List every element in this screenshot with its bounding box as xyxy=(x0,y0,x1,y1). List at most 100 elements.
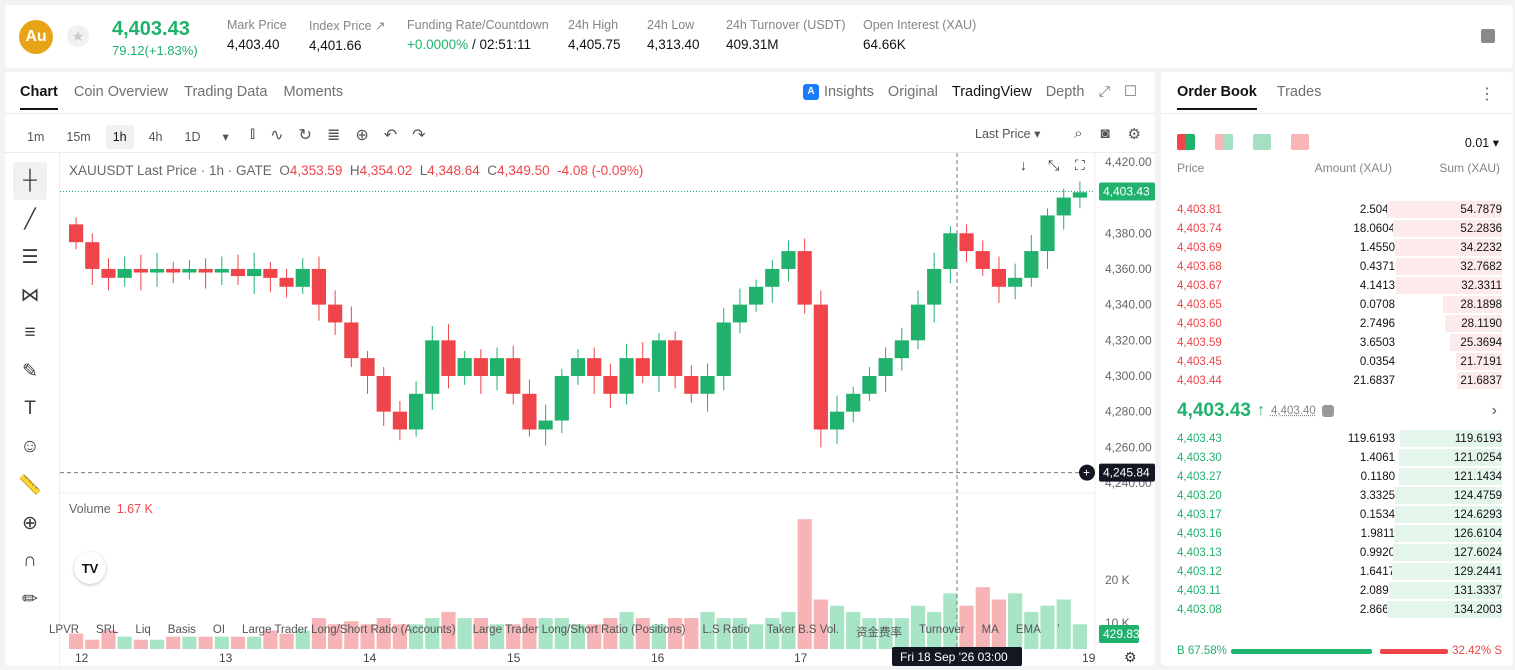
indicator-9[interactable]: 资金费率 xyxy=(855,627,902,639)
indicator-11[interactable]: MA xyxy=(981,624,999,636)
gear-icon[interactable]: ⚙ xyxy=(1127,126,1141,143)
price-axis-label: 4,280.00 xyxy=(1105,405,1152,419)
chevron-down-icon[interactable]: ▾ xyxy=(222,130,229,144)
camera-icon[interactable]: ◙ xyxy=(1100,125,1110,142)
ask-row[interactable]: 4,403.69 1.4550 34.2232 xyxy=(1177,238,1502,257)
fib-icon[interactable]: ≡ xyxy=(24,322,36,343)
bid-row[interactable]: 4,403.08 2.8666 134.2003 xyxy=(1177,600,1502,619)
indicator-6[interactable]: Large Trader Long/Short Ratio (Positions… xyxy=(472,624,686,636)
candles-icon[interactable]: ⫾ xyxy=(250,125,256,142)
replay-icon[interactable]: ↻ xyxy=(298,127,312,144)
indicators-icon[interactable]: ∿ xyxy=(270,127,284,144)
magnet-icon[interactable]: ∩ xyxy=(23,550,37,571)
indicator-0[interactable]: LPVR xyxy=(49,624,80,636)
bid-row[interactable]: 4,403.20 3.3325 124.4759 xyxy=(1177,486,1502,505)
ask-price: 4,403.45 xyxy=(1177,355,1222,368)
ask-row[interactable]: 4,403.44 21.6837 21.6837 xyxy=(1177,371,1502,390)
tab-moments[interactable]: Moments xyxy=(283,84,344,100)
timeframe-1h[interactable]: 1h xyxy=(105,124,134,149)
ask-row[interactable]: 4,403.60 2.7496 28.1190 xyxy=(1177,314,1502,333)
indicator-12[interactable]: EMA xyxy=(1015,624,1041,636)
indicator-2[interactable]: Liq xyxy=(135,624,151,636)
timeframe-15m[interactable]: 15m xyxy=(66,129,91,144)
candle-body xyxy=(943,233,958,269)
stat-index-price[interactable]: Index Price ↗ 4,401.66 xyxy=(309,19,386,53)
expand-icon[interactable]: ⤢ xyxy=(1098,84,1110,100)
tab-chart[interactable]: Chart xyxy=(20,84,58,110)
chart-right-tools: ⌕ ◙ ⚙ xyxy=(1074,125,1141,143)
bid-row[interactable]: 4,403.13 0.9920 127.6024 xyxy=(1177,543,1502,562)
bid-row[interactable]: 4,403.17 0.1534 124.6293 xyxy=(1177,505,1502,524)
bid-row[interactable]: 4,403.16 1.9811 126.6104 xyxy=(1177,524,1502,543)
tab-order-book[interactable]: Order Book xyxy=(1177,84,1257,110)
search-icon[interactable]: ⌕ xyxy=(1074,125,1083,142)
brush-icon[interactable]: ✎ xyxy=(22,360,38,382)
tab-original[interactable]: Original xyxy=(887,84,938,100)
timeframe-4h[interactable]: 4h xyxy=(148,129,163,144)
indicator-13[interactable]: Volu xyxy=(1058,624,1059,640)
crosshair-add-icon xyxy=(1079,464,1095,481)
redo-icon[interactable]: ↷ xyxy=(412,127,426,144)
bid-depth-bar xyxy=(1392,544,1502,561)
more-icon[interactable]: ⋮ xyxy=(1479,86,1495,103)
tab-depth[interactable]: Depth xyxy=(1045,84,1085,100)
ask-row[interactable]: 4,403.67 4.1413 32.3311 xyxy=(1177,276,1502,295)
indicator-1[interactable]: SRL xyxy=(96,624,119,636)
chevron-right-icon[interactable]: › xyxy=(1491,402,1497,419)
templates-icon[interactable]: ≣ xyxy=(326,127,341,144)
ask-row[interactable]: 4,403.59 3.6503 25.3694 xyxy=(1177,333,1502,352)
book-icon[interactable] xyxy=(1481,29,1495,43)
indicator-7[interactable]: L.S Ratio xyxy=(702,624,750,636)
tab-coin-overview[interactable]: Coin Overview xyxy=(73,84,169,100)
indicator-8[interactable]: Taker B.S Vol. xyxy=(766,624,839,636)
ask-row[interactable]: 4,403.74 18.0604 52.2836 xyxy=(1177,219,1502,238)
tab-trading-data[interactable]: Trading Data xyxy=(184,84,268,100)
tab-trades[interactable]: Trades xyxy=(1276,84,1322,100)
book-both-icon[interactable] xyxy=(1177,134,1195,150)
pattern-icon[interactable]: ⋈ xyxy=(20,284,40,306)
timeframe-1m[interactable]: 1m xyxy=(27,129,45,144)
bid-row[interactable]: 4,403.11 2.0896 131.3337 xyxy=(1177,581,1502,600)
shield-icon xyxy=(1321,405,1334,417)
indicator-3[interactable]: Basis xyxy=(167,624,196,636)
tab-insights[interactable]: A Insights xyxy=(802,84,874,100)
ask-price: 4,403.67 xyxy=(1177,279,1222,292)
bid-row[interactable]: 4,403.27 0.1180 121.1434 xyxy=(1177,467,1502,486)
ask-row[interactable]: 4,403.81 2.5043 54.7879 xyxy=(1177,200,1502,219)
timeframe-1d[interactable]: 1D xyxy=(184,129,201,144)
pencil-icon[interactable]: ✏ xyxy=(22,588,38,610)
emoji-icon[interactable]: ☺ xyxy=(20,436,40,457)
text-icon[interactable]: T xyxy=(24,398,36,419)
channel-icon[interactable]: ☰ xyxy=(21,246,39,268)
crosshair-icon[interactable]: ┼ xyxy=(13,162,47,200)
add-icon[interactable]: ⊕ xyxy=(355,127,369,144)
tab-tradingview[interactable]: TradingView xyxy=(951,84,1032,100)
tradingview-logo[interactable]: TV xyxy=(74,552,106,584)
ask-row[interactable]: 4,403.68 0.4371 32.7682 xyxy=(1177,257,1502,276)
book-split-icon[interactable] xyxy=(1215,134,1233,150)
candle-body xyxy=(328,304,343,323)
favorite-star-icon[interactable]: ★ xyxy=(67,25,89,47)
bid-row[interactable]: 4,403.43 119.6193 119.6193 xyxy=(1177,429,1502,448)
candlestick-chart[interactable]: 4,420.00 4,380.00 4,360.00 4,340.00 4,320.00… xyxy=(60,153,1155,666)
bid-sum: 129.2441 xyxy=(1454,565,1502,578)
candle-body xyxy=(230,268,246,277)
book-asks-icon[interactable] xyxy=(1291,134,1309,150)
ruler-icon[interactable]: 📏 xyxy=(18,475,42,496)
book-bids-icon[interactable] xyxy=(1253,134,1271,150)
bid-amount: 2.8666 xyxy=(1359,603,1395,616)
indicator-5[interactable]: Large Trader Long/Short Ratio (Accounts) xyxy=(242,624,456,636)
bid-row[interactable]: 4,403.12 1.6417 129.2441 xyxy=(1177,562,1502,581)
price-type-select[interactable]: Last Price ▾ xyxy=(975,127,1041,141)
zoom-icon[interactable]: ⊕ xyxy=(22,512,38,534)
ask-row[interactable]: 4,403.65 0.0708 28.1898 xyxy=(1177,295,1502,314)
bid-row[interactable]: 4,403.30 1.4061 121.0254 xyxy=(1177,448,1502,467)
indicator-4[interactable]: OI xyxy=(212,624,226,636)
window-icon[interactable]: ☐ xyxy=(1124,84,1137,100)
volume-bar xyxy=(457,618,472,649)
precision-select[interactable]: 0.01 ▾ xyxy=(1464,136,1499,150)
trendline-icon[interactable]: ╱ xyxy=(24,208,36,230)
ask-row[interactable]: 4,403.45 0.0354 21.7191 xyxy=(1177,352,1502,371)
undo-icon[interactable]: ↶ xyxy=(383,127,398,144)
indicator-10[interactable]: Turnover xyxy=(918,624,965,636)
